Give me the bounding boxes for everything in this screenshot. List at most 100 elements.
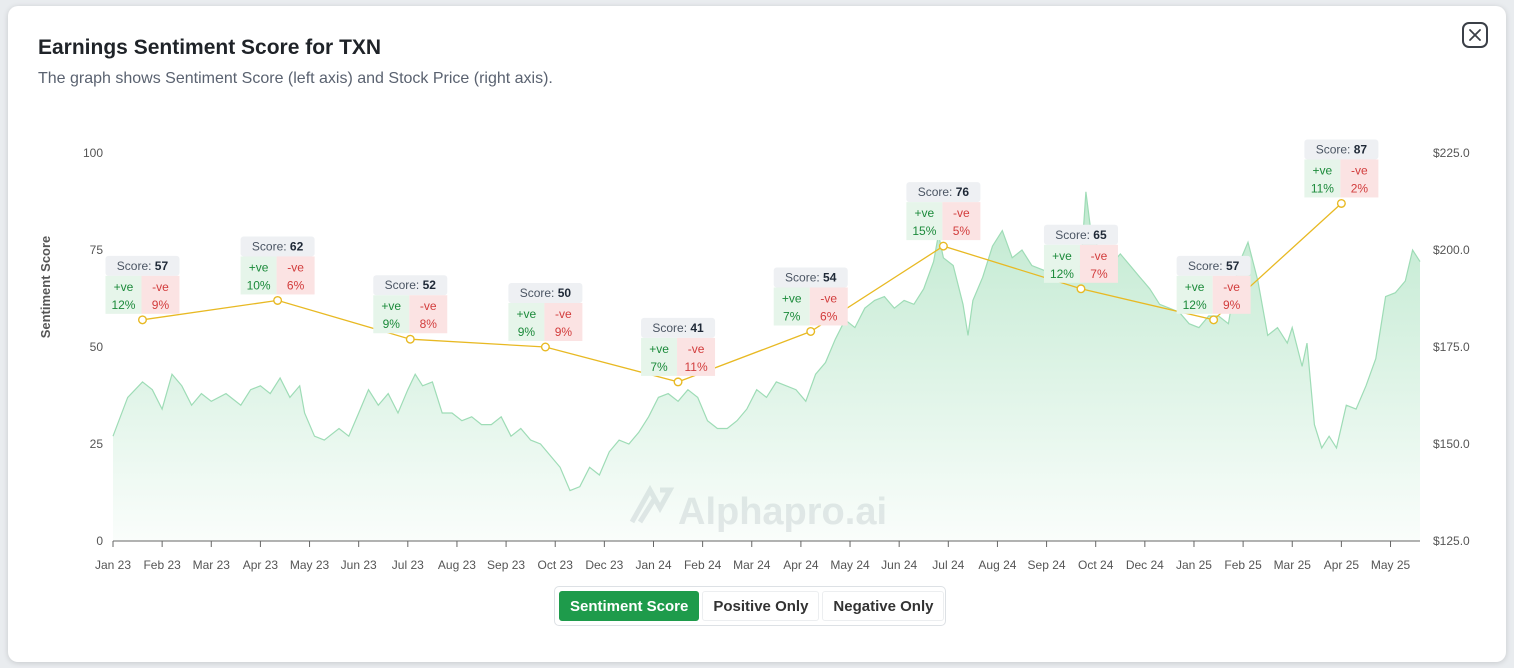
negative-value: 5% bbox=[953, 224, 971, 238]
score-tooltip: Score: 50 +ve 9% -ve 9% bbox=[508, 283, 583, 341]
positive-box bbox=[508, 303, 545, 341]
score-tooltip-header bbox=[641, 317, 716, 338]
close-icon bbox=[1469, 29, 1481, 41]
negative-value: 7% bbox=[1090, 267, 1108, 281]
positive-value: 12% bbox=[111, 298, 135, 312]
modal-title: Earnings Sentiment Score for TXN bbox=[38, 36, 382, 59]
score-tooltip-label: Score: 54 bbox=[785, 270, 837, 284]
score-tooltip-label: Score: 65 bbox=[1055, 228, 1107, 242]
score-tooltip-header bbox=[906, 182, 981, 203]
positive-label: +ve bbox=[1185, 280, 1205, 294]
positive-label: +ve bbox=[517, 307, 537, 321]
y-left-tick-label: 50 bbox=[90, 340, 104, 354]
x-tick-label: May 23 bbox=[290, 558, 330, 572]
negative-label: -ve bbox=[1223, 280, 1240, 294]
score-tooltip-header bbox=[240, 236, 315, 257]
positive-label: +ve bbox=[915, 206, 935, 220]
x-tick-label: Jun 24 bbox=[881, 558, 917, 572]
positive-box bbox=[773, 287, 810, 326]
score-tooltip-label: Score: 76 bbox=[918, 185, 970, 199]
negative-value: 6% bbox=[287, 278, 305, 292]
x-tick-label: Oct 23 bbox=[538, 558, 574, 572]
x-tick-label: Sep 23 bbox=[487, 558, 525, 572]
view-toggle: Sentiment Score Positive Only Negative O… bbox=[554, 586, 946, 626]
negative-box bbox=[1212, 275, 1251, 314]
negative-value: 8% bbox=[420, 317, 438, 331]
negative-box bbox=[1340, 159, 1379, 198]
negative-value: 2% bbox=[1351, 181, 1369, 195]
y-right-tick-label: $225.0 bbox=[1433, 146, 1470, 160]
positive-box bbox=[641, 337, 678, 376]
x-tick-label: Jul 24 bbox=[932, 558, 964, 572]
sentiment-score-button[interactable]: Sentiment Score bbox=[559, 591, 700, 621]
positive-label: +ve bbox=[249, 260, 269, 274]
negative-label: -ve bbox=[820, 291, 837, 305]
negative-box bbox=[809, 287, 848, 326]
negative-box bbox=[677, 337, 716, 376]
positive-label: +ve bbox=[381, 299, 401, 313]
positive-value: 7% bbox=[783, 309, 801, 323]
positive-box bbox=[1043, 244, 1080, 283]
positive-only-button[interactable]: Positive Only bbox=[702, 591, 820, 621]
x-tick-label: Feb 23 bbox=[143, 558, 181, 572]
negative-value: 9% bbox=[152, 298, 170, 312]
score-tooltip-label: Score: 52 bbox=[385, 278, 437, 292]
negative-box bbox=[942, 202, 981, 241]
negative-box bbox=[276, 256, 315, 295]
negative-value: 6% bbox=[820, 309, 838, 323]
x-tick-label: Apr 25 bbox=[1324, 558, 1360, 572]
positive-label: +ve bbox=[114, 280, 134, 294]
positive-value: 10% bbox=[247, 278, 271, 292]
x-tick-label: Dec 24 bbox=[1126, 558, 1164, 572]
score-tooltip: Score: 65 +ve 12% -ve 7% bbox=[1043, 224, 1118, 283]
score-point bbox=[137, 315, 147, 325]
x-tick-label: Apr 23 bbox=[243, 558, 279, 572]
close-button[interactable] bbox=[1462, 22, 1488, 48]
score-tooltip: Score: 76 +ve 15% -ve 5% bbox=[906, 182, 981, 241]
y-left-tick-label: 25 bbox=[90, 437, 104, 451]
x-tick-label: Jan 23 bbox=[95, 558, 131, 572]
y-right-tick-label: $175.0 bbox=[1433, 340, 1470, 354]
x-tick-label: Apr 24 bbox=[783, 558, 819, 572]
positive-box bbox=[240, 256, 277, 295]
positive-label: +ve bbox=[782, 291, 802, 305]
score-point bbox=[806, 326, 816, 336]
score-point bbox=[273, 295, 283, 305]
x-tick-label: Aug 23 bbox=[438, 558, 476, 572]
negative-box bbox=[544, 303, 583, 341]
score-tooltip-header bbox=[773, 267, 848, 288]
score-point bbox=[1209, 315, 1219, 325]
negative-label: -ve bbox=[287, 260, 304, 274]
negative-label: -ve bbox=[152, 280, 169, 294]
y-left-tick-label: 100 bbox=[83, 146, 103, 160]
negative-only-button[interactable]: Negative Only bbox=[822, 591, 945, 621]
positive-value: 12% bbox=[1050, 267, 1074, 281]
score-tooltip-label: Score: 87 bbox=[1316, 142, 1368, 156]
negative-label: -ve bbox=[555, 307, 572, 321]
x-tick-label: Jun 23 bbox=[341, 558, 377, 572]
negative-label: -ve bbox=[688, 342, 705, 356]
score-tooltip-header bbox=[373, 275, 448, 296]
positive-value: 9% bbox=[383, 317, 401, 331]
positive-value: 11% bbox=[1311, 181, 1334, 195]
x-tick-label: Sep 24 bbox=[1028, 558, 1066, 572]
score-point bbox=[540, 342, 550, 352]
score-point bbox=[673, 377, 683, 387]
x-tick-label: Jan 24 bbox=[635, 558, 671, 572]
positive-label: +ve bbox=[1313, 163, 1333, 177]
negative-value: 11% bbox=[684, 360, 707, 374]
score-tooltip-label: Score: 57 bbox=[117, 259, 169, 273]
score-tooltip: Score: 57 +ve 12% -ve 9% bbox=[1176, 255, 1251, 314]
positive-value: 12% bbox=[1183, 298, 1207, 312]
negative-label: -ve bbox=[953, 206, 970, 220]
negative-box bbox=[1079, 244, 1118, 283]
score-point bbox=[1076, 284, 1086, 294]
positive-label: +ve bbox=[649, 342, 669, 356]
negative-label: -ve bbox=[420, 299, 437, 313]
score-tooltip-label: Score: 50 bbox=[520, 286, 572, 300]
y-right-tick-label: $125.0 bbox=[1433, 534, 1470, 548]
x-tick-label: Jan 25 bbox=[1176, 558, 1212, 572]
negative-box bbox=[141, 275, 180, 314]
y-left-tick-label: 75 bbox=[90, 243, 104, 257]
